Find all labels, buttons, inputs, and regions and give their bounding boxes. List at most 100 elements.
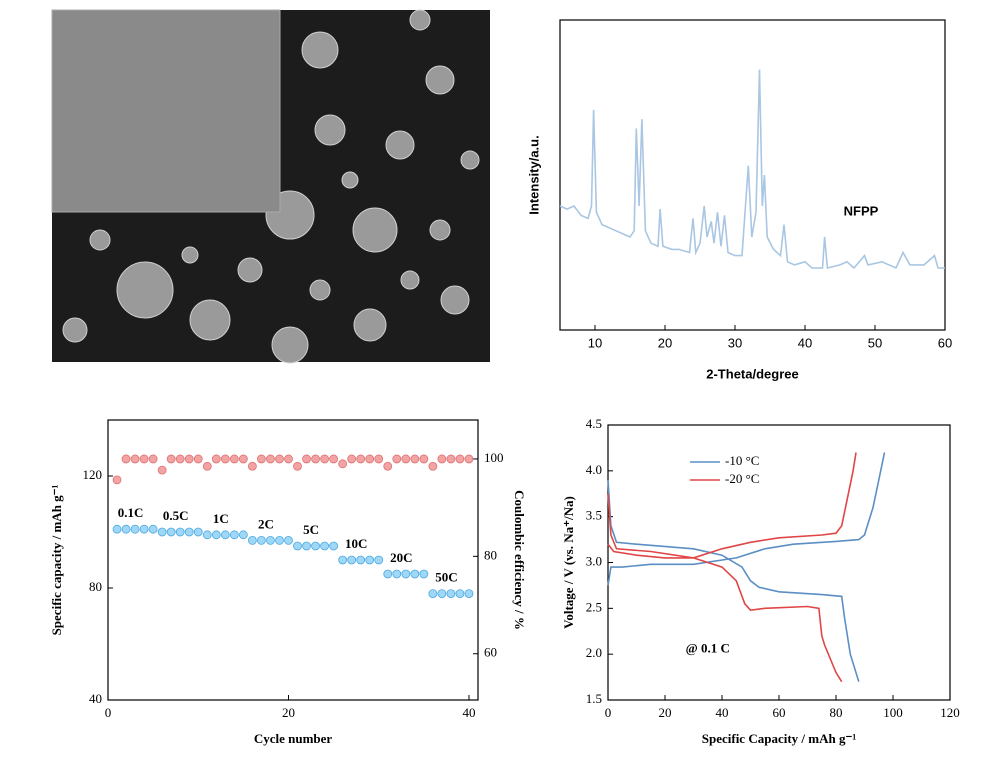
data-line: [607, 452, 886, 682]
data-point: [202, 461, 212, 471]
y-tick-label: 2.0: [586, 645, 602, 660]
data-point: [428, 461, 438, 471]
data-point: [320, 541, 329, 551]
x-tick-label: 20: [282, 705, 295, 720]
x-tick-label: 20: [659, 705, 672, 720]
data-point: [121, 524, 131, 534]
data-point: [193, 454, 203, 464]
data-point: [266, 454, 275, 464]
data-point: [193, 527, 203, 537]
x-tick-label: 30: [728, 335, 742, 350]
y-tick-label: 1.5: [586, 691, 602, 706]
x-tick-label: 0: [105, 705, 112, 720]
data-point: [247, 536, 257, 545]
data-point: [148, 524, 158, 534]
data-point: [329, 541, 339, 551]
data-point: [247, 461, 257, 471]
data-point: [446, 589, 456, 598]
data-point: [365, 454, 375, 464]
rate-label: 10C: [345, 536, 367, 551]
data-point: [284, 454, 293, 464]
data-point: [166, 527, 176, 537]
data-line: [607, 452, 857, 683]
data-point: [257, 454, 266, 464]
data-point: [275, 454, 284, 464]
data-point: [338, 555, 348, 565]
legend-label: -20 °C: [725, 471, 759, 486]
data-point: [184, 454, 194, 464]
data-point: [211, 454, 221, 464]
data-point: [112, 524, 122, 534]
data-point: [202, 530, 212, 540]
data-point: [284, 536, 293, 545]
data-point: [275, 536, 284, 545]
data-point: [266, 536, 275, 545]
x-axis-label: Specific Capacity / mAh g⁻¹: [702, 731, 857, 746]
data-point: [220, 530, 230, 540]
rate-label: 5C: [303, 522, 319, 537]
sem-image: [51, 9, 490, 364]
data-point: [383, 569, 393, 579]
data-point: [293, 541, 302, 551]
legend-label: -10 °C: [725, 453, 759, 468]
data-point: [410, 454, 420, 464]
x-tick-label: 60: [938, 335, 952, 350]
rate-label: 0.5C: [163, 508, 189, 523]
chart: 0 20 40 60 80 100 120 1.5 2.0 2.5 3.0 3.5 4.0 4.5 Spec…: [561, 416, 960, 746]
x-tick-label: 60: [773, 705, 786, 720]
data-point: [139, 454, 149, 464]
data-point: [365, 555, 375, 565]
data-point: [455, 454, 465, 464]
y2-axis-label: Coulombic efficiency / %: [512, 490, 527, 630]
y-tick-label: 3.5: [586, 508, 602, 523]
data-point: [229, 454, 239, 464]
y-tick-label: 80: [89, 579, 102, 594]
x-axis-label: Cycle number: [254, 731, 333, 746]
charts: 10 20 30 40 50 60 2-Theta/degree Intensity/a.u.…: [49, 19, 960, 746]
x-axis-label: 2-Theta/degree: [706, 366, 798, 381]
rate-label: 50C: [435, 570, 457, 585]
rate-label: 20C: [390, 550, 412, 565]
data-point: [220, 454, 230, 464]
y-tick-label: 3.0: [586, 553, 602, 568]
data-point: [419, 569, 429, 579]
data-point: [184, 527, 194, 537]
y-tick-label: 120: [83, 467, 103, 482]
data-point: [437, 589, 447, 598]
data-point: [139, 524, 149, 534]
y2-tick-label: 80: [484, 547, 497, 562]
data-point: [437, 454, 447, 464]
x-tick-label: 50: [868, 335, 882, 350]
data-point: [157, 527, 167, 537]
x-tick-label: 10: [588, 335, 602, 350]
data-point: [419, 454, 429, 464]
y2-tick-label: 100: [484, 450, 504, 465]
data-point: [428, 589, 438, 598]
data-point: [347, 555, 357, 565]
data-point: [175, 454, 185, 464]
chart: 0 20 40 40 80 120 60 80 100 Cycle number Specific …: [49, 419, 527, 746]
data-point: [211, 530, 221, 540]
x-tick-label: 80: [830, 705, 843, 720]
data-point: [311, 541, 320, 551]
data-point: [356, 555, 366, 565]
data-point: [293, 461, 302, 471]
data-point: [148, 454, 158, 464]
plot-frame: [607, 424, 951, 701]
rate-label: 2C: [258, 516, 274, 531]
data-point: [374, 555, 384, 565]
data-point: [302, 541, 311, 551]
data-point: [121, 454, 131, 464]
x-tick-label: 40: [716, 705, 729, 720]
rate-label: 0.1C: [118, 505, 144, 520]
x-tick-label: 100: [883, 705, 903, 720]
rate-label: 1C: [213, 511, 229, 526]
data-point: [175, 527, 185, 537]
data-point: [238, 454, 248, 464]
data-point: [157, 465, 167, 475]
data-point: [347, 454, 357, 464]
data-point: [446, 454, 456, 464]
plot-frame: [559, 19, 946, 331]
data-point: [238, 530, 248, 540]
data-point: [464, 454, 474, 464]
